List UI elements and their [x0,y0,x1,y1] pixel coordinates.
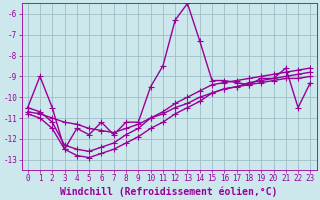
X-axis label: Windchill (Refroidissement éolien,°C): Windchill (Refroidissement éolien,°C) [60,186,278,197]
